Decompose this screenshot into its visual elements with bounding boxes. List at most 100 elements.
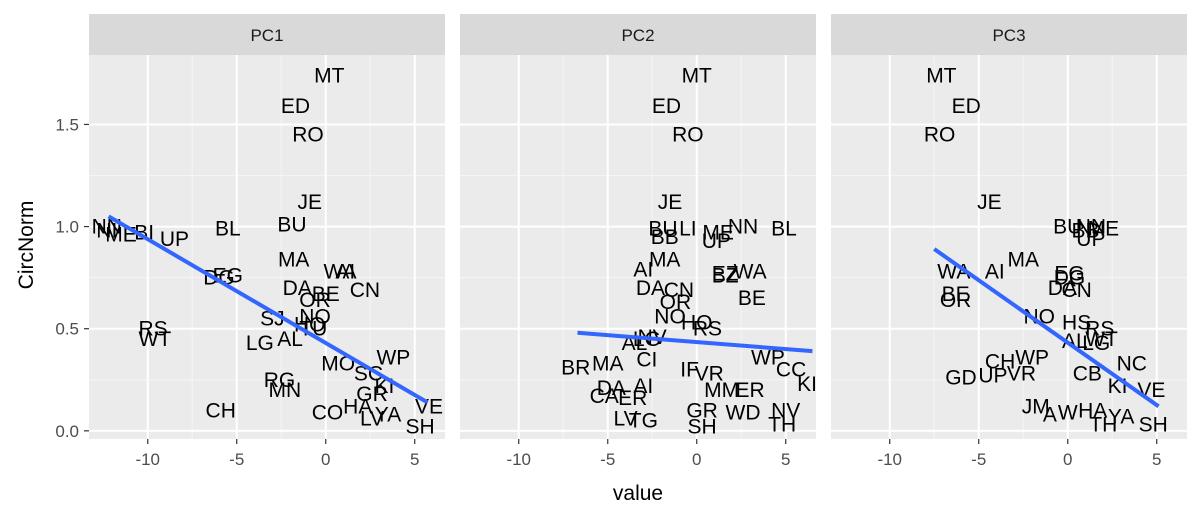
point-label-sc: SC: [354, 363, 383, 386]
point-label-mt: MT: [314, 64, 344, 87]
point-label-vr: VR: [695, 363, 724, 386]
y-tick-label: 1.5: [55, 115, 79, 134]
point-label-sh: SH: [405, 416, 434, 439]
x-tick-label: -5: [229, 450, 244, 469]
point-label-ve: VE: [1137, 379, 1165, 402]
point-label-mm: MM: [704, 379, 739, 402]
point-label-li: LI: [679, 218, 697, 241]
point-label-ro: RO: [924, 124, 956, 147]
point-label-ya: YA: [375, 403, 401, 426]
point-label-cb: CB: [1073, 363, 1102, 386]
facet-strip: [89, 14, 445, 55]
point-label-bl: BL: [215, 218, 241, 241]
point-label-ai: AI: [633, 375, 653, 398]
facet-strip-label: PC3: [992, 26, 1025, 45]
x-tick-label: 0: [321, 450, 330, 469]
point-label-nn: NN: [1076, 216, 1106, 239]
point-label-lv: LV: [613, 408, 637, 431]
point-label-mn: MN: [268, 379, 301, 402]
x-tick-label: -10: [135, 450, 160, 469]
x-tick-label: -5: [971, 450, 986, 469]
point-label-hs: HS: [1062, 312, 1091, 335]
point-label-lv: LV: [360, 408, 384, 431]
point-label-bu: BU: [648, 218, 677, 241]
point-label-ez: EZ: [712, 263, 739, 286]
point-label-th: TH: [768, 414, 796, 437]
x-tick-label: -10: [506, 450, 531, 469]
point-label-wd: WD: [726, 401, 761, 424]
point-label-gr: GR: [686, 399, 718, 422]
y-axis: 0.0 0.5 1.0 1.5: [55, 115, 89, 441]
point-label-if: IF: [680, 359, 699, 382]
point-label-cn: CN: [350, 279, 380, 302]
point-label-no: NO: [299, 305, 331, 328]
point-label-al: AL: [277, 328, 303, 351]
x-tick-label: 5: [1152, 450, 1161, 469]
y-tick-label: 0.0: [55, 422, 79, 441]
point-label-jm: JM: [1022, 395, 1050, 418]
point-label-mo: MO: [321, 352, 355, 375]
point-label-cc: CC: [776, 359, 806, 382]
x-tick-label: 5: [410, 450, 419, 469]
x-tick-label: 0: [692, 450, 701, 469]
x-tick-label: -5: [600, 450, 615, 469]
facet-strip: [460, 14, 816, 55]
point-label-al: AL: [1062, 330, 1088, 353]
point-label-or: OR: [940, 289, 972, 312]
point-label-rs: RS: [693, 318, 722, 341]
x-tick-label: 5: [781, 450, 790, 469]
point-label-be: BE: [942, 283, 970, 306]
point-label-dg: DG: [1054, 267, 1086, 290]
point-label-gd: GD: [945, 367, 977, 390]
x-tick-label: -10: [877, 450, 902, 469]
point-label-wp: WP: [1015, 346, 1049, 369]
point-label-wa: WA: [323, 261, 356, 284]
point-label-ed: ED: [652, 95, 681, 118]
point-label-ma: MA: [592, 352, 624, 375]
point-label-mt: MT: [926, 64, 956, 87]
point-label-ha: HA: [1078, 399, 1107, 422]
point-label-ma: MA: [278, 248, 310, 271]
point-label-mt: MT: [682, 64, 712, 87]
point-label-me: ME: [702, 222, 734, 245]
point-label-ma: MA: [649, 248, 681, 271]
point-label-ai: AI: [985, 261, 1005, 284]
point-label-be: BE: [738, 287, 766, 310]
point-label-tu: TU: [299, 318, 327, 341]
point-label-wp: WP: [376, 346, 410, 369]
point-label-wt: WT: [1085, 328, 1118, 351]
point-label-w: W: [1058, 401, 1078, 424]
point-label-bb: BB: [1072, 220, 1100, 243]
point-label-ch: CH: [985, 350, 1015, 373]
facet-strip-label: PC2: [621, 26, 654, 45]
point-label-sh: SH: [1139, 414, 1168, 437]
point-label-ed: ED: [281, 95, 310, 118]
point-label-da: DA: [283, 277, 312, 300]
point-label-er: ER: [618, 387, 647, 410]
point-label-ya: YA: [1108, 406, 1134, 429]
point-label-up: UP: [978, 365, 1007, 388]
point-label-nc: NC: [1117, 352, 1147, 375]
point-label-ch: CH: [206, 399, 236, 422]
point-label-sh: SH: [687, 416, 716, 439]
point-label-je: JE: [658, 191, 683, 214]
point-label-je: JE: [977, 191, 1002, 214]
point-label-cn: CN: [1061, 279, 1091, 302]
point-label-th: TH: [1089, 414, 1117, 437]
point-label-lg: LG: [1082, 332, 1110, 355]
point-label-ma: MA: [1007, 248, 1039, 271]
point-label-up: UP: [702, 230, 731, 253]
y-axis-title: CircNorm: [15, 201, 38, 290]
point-label-da: DA: [597, 377, 626, 400]
point-label-ed: ED: [952, 95, 981, 118]
trend-line: [577, 330, 813, 354]
point-label-cn: CN: [664, 279, 694, 302]
point-label-bu: BU: [277, 214, 306, 237]
point-label-br: BR: [561, 357, 590, 380]
point-label-eg: EG: [1054, 263, 1084, 286]
